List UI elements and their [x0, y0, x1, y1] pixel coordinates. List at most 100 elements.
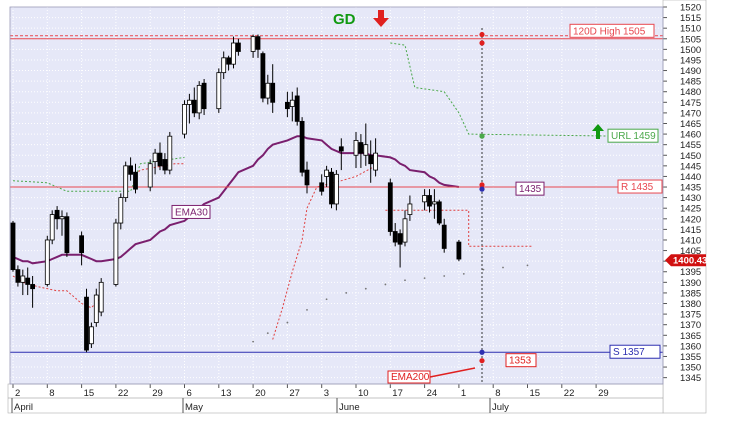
ema200-dot [443, 275, 446, 277]
candle-body [123, 165, 129, 199]
y-tick-label: 1445 [680, 161, 701, 172]
last-price-box [665, 254, 706, 267]
ema200-dot [325, 298, 328, 301]
candle-body [324, 169, 330, 177]
candle-body [98, 281, 104, 313]
y-tick-label: 1450 [680, 151, 701, 162]
projection-dot [479, 31, 485, 38]
y-tick-label: 1425 [680, 204, 701, 215]
x-tick-label: 8 [49, 388, 54, 399]
trailing-lower-line-late [385, 209, 533, 247]
candle-body [226, 57, 232, 65]
trailing-lower-line-early [12, 275, 102, 309]
candle-body [49, 214, 55, 241]
trailing-upper-line-late [390, 42, 621, 137]
y-axis-panel [662, 0, 707, 414]
y-tick-label: 1385 [680, 288, 701, 299]
y-tick-label: 1430 [680, 193, 701, 204]
candle-body [299, 120, 305, 173]
candle-body [319, 182, 325, 192]
candle-body [422, 195, 428, 203]
candle-body [167, 135, 173, 171]
ema200-dot [404, 279, 406, 282]
candle-body [255, 36, 261, 50]
y-tick-label: 1520 [680, 3, 701, 14]
y-tick-label: 1440 [680, 172, 701, 183]
x-tick-label: 24 [427, 388, 438, 399]
ema200-dot [364, 287, 367, 290]
candle-body [133, 171, 138, 190]
projection-dot [479, 133, 485, 139]
month-label: July [492, 402, 509, 413]
candle-body [260, 53, 266, 99]
candle-body [196, 84, 202, 114]
ema200-dot [384, 283, 387, 286]
signal-up-arrow [592, 124, 604, 139]
last-price-text: 1400.43 [673, 256, 707, 267]
x-tick-label: 1 [461, 388, 466, 399]
x-axis: 2 8 15 22 29 6 13 20 27 3 10 17 24 1 8 15 22 29 April May Ju… [11, 384, 609, 413]
y-tick-label: 1365 [680, 331, 701, 342]
candle-body [427, 195, 432, 207]
y-tick-label: 1420 [680, 214, 701, 225]
candle-body [221, 57, 227, 74]
ema-value-label-box [515, 181, 545, 196]
y-tick-label: 1355 [680, 352, 701, 363]
ema200-value-label-text: 1353 [509, 356, 532, 367]
ema200-dot [345, 292, 348, 294]
trailing-upper-line-early [12, 156, 185, 192]
y-tick-label: 1505 [680, 34, 701, 45]
y-tick-label: 1485 [680, 77, 701, 88]
ema30-label-box [171, 204, 211, 219]
signal-down-arrow-shape [373, 10, 389, 27]
candle-body [441, 224, 447, 249]
candle-body [407, 203, 413, 215]
y-tick-label: 1495 [680, 55, 701, 66]
ema200-dot [266, 332, 269, 335]
ema200-dot [252, 340, 255, 343]
candle-body [54, 209, 60, 220]
candle-body [216, 72, 222, 110]
x-tick-label: 15 [84, 388, 95, 399]
candle-body [402, 218, 408, 243]
signal-up-arrow-shape [592, 124, 604, 139]
y-tick-label: 1480 [680, 87, 701, 98]
level-label-high-box [569, 23, 655, 38]
projection-dot [479, 358, 485, 364]
candle-body [250, 36, 256, 52]
x-axis-panel [7, 383, 664, 414]
x-tick-label: 22 [564, 388, 575, 399]
candle-body [147, 163, 153, 188]
ema200-pointer [429, 367, 476, 378]
candle-body [89, 326, 94, 345]
candle-body [191, 99, 197, 114]
signal-down-arrow [373, 10, 389, 27]
x-tick-label: 6 [187, 388, 192, 399]
y-tick-label: 1395 [680, 267, 701, 278]
candle-body [358, 142, 364, 154]
candle-body [431, 201, 437, 205]
signal-text: GD [333, 11, 356, 28]
candle-body [182, 104, 187, 135]
ema200-label-text: EMA200 [391, 372, 430, 383]
x-tick-label: 3 [324, 388, 329, 399]
y-tick-label: 1380 [680, 299, 701, 310]
candle-body [235, 42, 241, 52]
candle-body [79, 235, 84, 254]
candle-body [157, 152, 163, 167]
ema30-label: EMA30 [171, 204, 211, 219]
y-tick-label: 1390 [680, 278, 701, 289]
candle-body [397, 233, 403, 245]
x-tick-label: 22 [118, 388, 129, 399]
candle-body [265, 82, 271, 99]
candle-body [20, 275, 26, 283]
x-tick-label: 13 [221, 388, 232, 399]
ema200-dot [462, 272, 465, 275]
level-label-resistance-text: R 1435 [621, 182, 654, 193]
x-tick-label: 2 [15, 388, 20, 399]
month-label: June [339, 402, 360, 413]
ema200-dots [252, 264, 529, 343]
candle-body [93, 294, 99, 323]
y-tick-label: 1360 [680, 341, 701, 352]
